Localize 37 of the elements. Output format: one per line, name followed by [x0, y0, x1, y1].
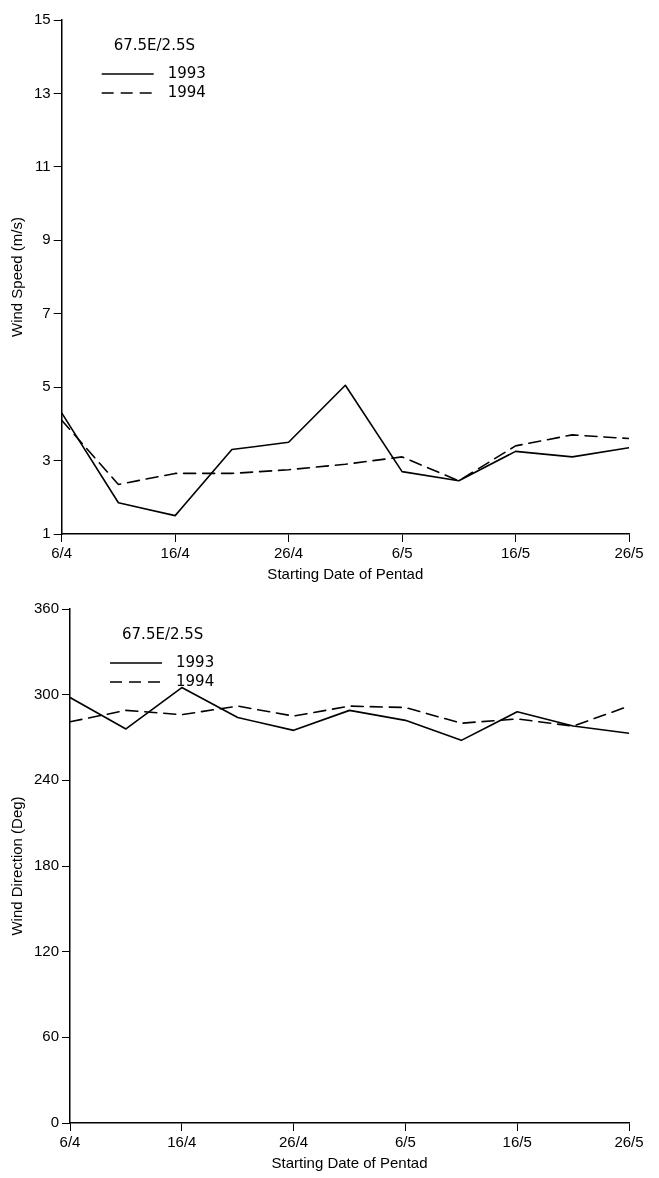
y-tick-label: 240	[34, 770, 60, 788]
y-tick-label: 360	[34, 599, 60, 617]
x-tick-label: 6/4	[51, 544, 73, 562]
y-tick-label: 300	[34, 684, 60, 702]
legend-label: 1993	[167, 63, 206, 82]
x-tick-label: 6/5	[394, 1133, 416, 1151]
y-tick-label: 0	[50, 1113, 60, 1131]
y-tick-label: 180	[34, 856, 60, 874]
x-tick-label: 16/4	[167, 1133, 197, 1151]
legend-label: 1993	[176, 652, 215, 671]
y-tick-label: 3	[42, 450, 51, 468]
legend-title: 67.5E/2.5S	[122, 624, 204, 643]
x-tick-label: 6/4	[59, 1133, 81, 1151]
y-tick-label: 1	[42, 524, 51, 542]
y-tick-label: 7	[42, 303, 51, 321]
y-tick-label: 120	[34, 941, 60, 959]
y-tick-label: 13	[34, 83, 51, 101]
x-tick-label: 16/5	[502, 1133, 532, 1151]
x-tick-label: 6/5	[391, 544, 413, 562]
y-tick-label: 60	[42, 1027, 60, 1045]
x-axis-title: Starting Date of Pentad	[271, 1154, 428, 1172]
y-tick-label: 9	[42, 230, 51, 248]
x-axis-title: Starting Date of Pentad	[267, 565, 424, 583]
x-tick-label: 26/5	[614, 544, 644, 562]
y-tick-label: 5	[42, 377, 51, 395]
x-tick-label: 26/5	[614, 1133, 644, 1151]
x-tick-label: 16/4	[160, 544, 190, 562]
x-tick-label: 26/4	[279, 1133, 309, 1151]
y-axis-title: Wind Direction (Deg)	[8, 796, 26, 936]
x-tick-label: 26/4	[274, 544, 304, 562]
legend-label: 1994	[167, 82, 206, 101]
y-tick-label: 15	[34, 10, 51, 28]
legend-title: 67.5E/2.5S	[113, 35, 195, 54]
y-axis-title: Wind Speed (m/s)	[8, 216, 26, 338]
legend-label: 1994	[176, 671, 215, 690]
y-tick-label: 11	[35, 157, 51, 174]
x-tick-label: 16/5	[500, 544, 531, 562]
